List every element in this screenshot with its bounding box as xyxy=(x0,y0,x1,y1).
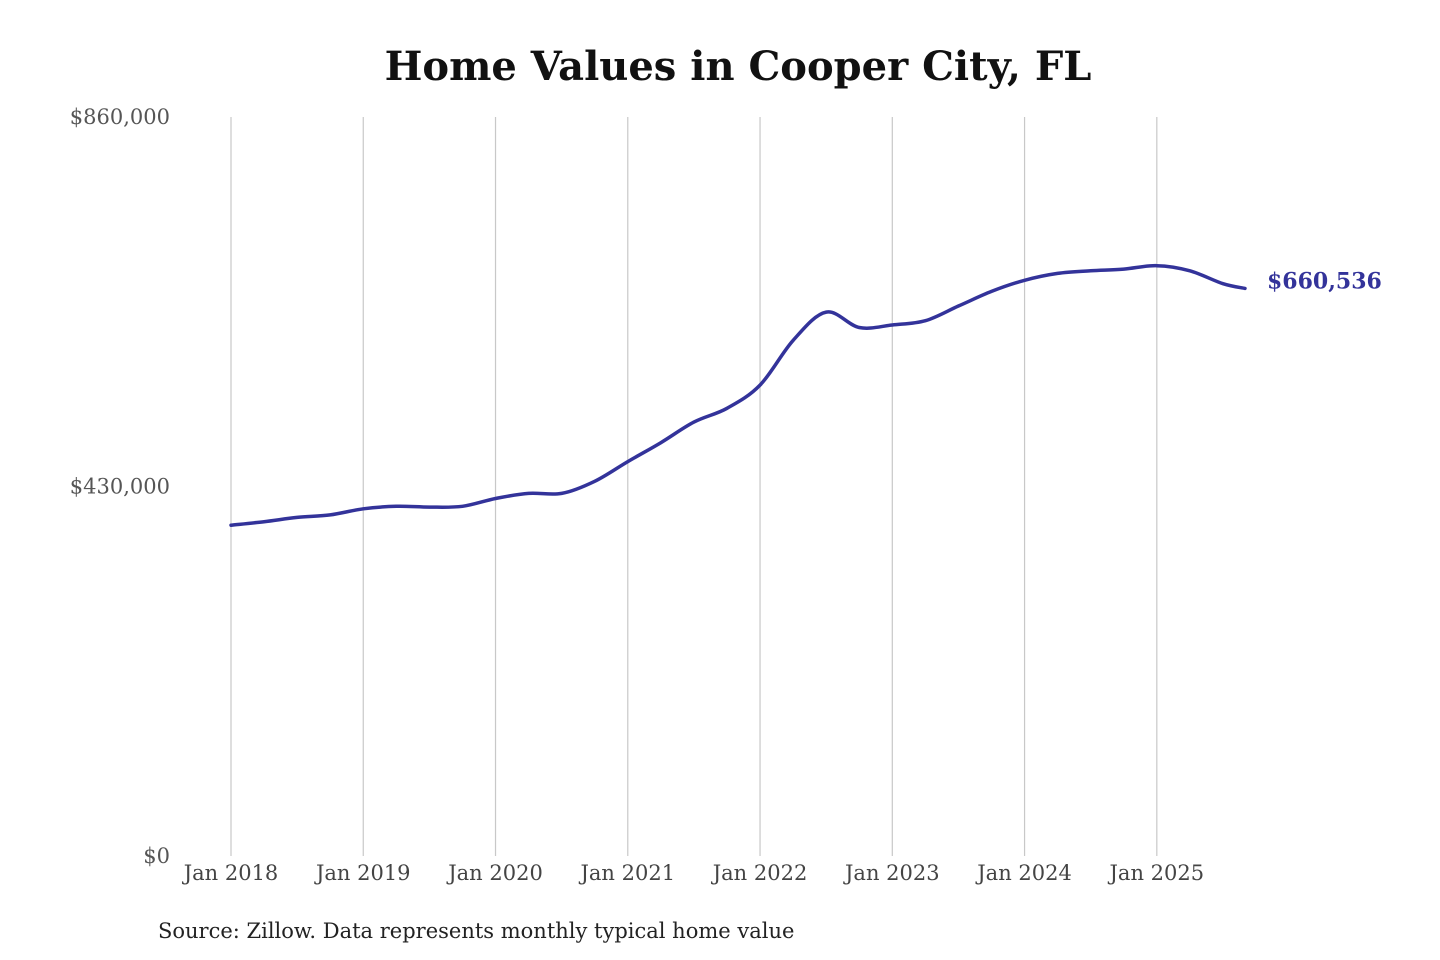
source-note: Source: Zillow. Data represents monthly … xyxy=(158,919,794,943)
y-axis-ticks: $0 $430,000 $860,000 xyxy=(70,105,170,868)
x-tick-label: Jan 2020 xyxy=(446,861,543,885)
chart-title: Home Values in Cooper City, FL xyxy=(385,43,1092,90)
x-tick-label: Jan 2019 xyxy=(314,861,411,885)
x-tick-label: Jan 2018 xyxy=(182,861,279,885)
y-tick-label: $860,000 xyxy=(70,105,170,129)
end-value-label: $660,536 xyxy=(1267,268,1382,294)
series-layer: $660,536 xyxy=(229,263,1382,527)
x-tick-label: Jan 2023 xyxy=(843,861,940,885)
y-tick-label: $430,000 xyxy=(70,475,170,499)
x-tick-label: Jan 2022 xyxy=(711,861,808,885)
x-axis-ticks: Jan 2018 Jan 2019 Jan 2020 Jan 2021 Jan 2022… xyxy=(182,861,1204,885)
x-tick-label: Jan 2025 xyxy=(1108,861,1205,885)
x-tick-label: Jan 2021 xyxy=(578,861,675,885)
y-tick-label: $0 xyxy=(143,844,170,868)
x-tick-label: Jan 2024 xyxy=(975,861,1072,885)
grid-lines xyxy=(230,117,1158,856)
series-line-0 xyxy=(229,263,1247,527)
